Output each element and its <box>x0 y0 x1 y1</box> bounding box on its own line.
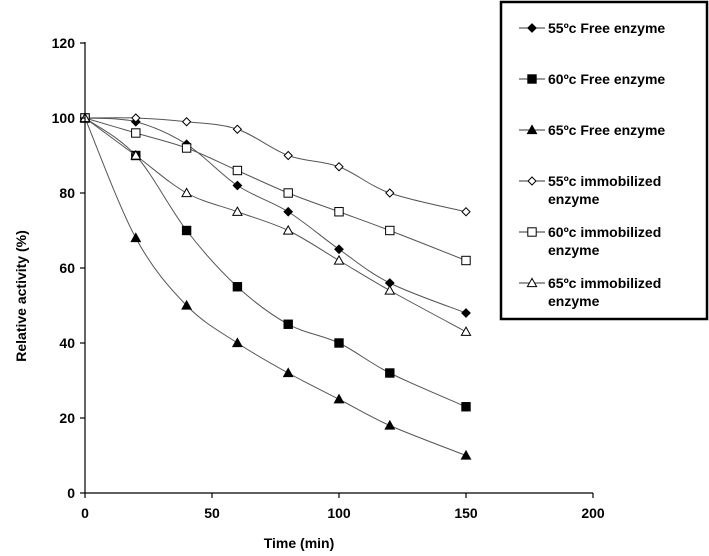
data-point <box>333 254 345 265</box>
data-point <box>461 255 471 266</box>
legend-label: 60ºc immobilized enzyme <box>548 224 661 258</box>
series-line <box>84 117 467 456</box>
legend-entry: 55ºc immobilized enzyme <box>519 173 661 207</box>
data-point <box>232 124 243 134</box>
data-point <box>181 225 192 236</box>
data-point <box>181 117 192 127</box>
legend-marker <box>527 227 537 237</box>
legend-label-line: 60ºc immobilized <box>548 224 661 240</box>
data-point <box>231 337 243 348</box>
plot-area <box>79 112 472 460</box>
y-tick-label: 100 <box>52 110 76 126</box>
data-point <box>283 150 293 161</box>
x-axis-label: Time (min) <box>264 535 335 551</box>
legend-entry: 65ºc immobilized enzyme <box>519 275 661 309</box>
data-point <box>181 187 193 198</box>
legend-label-line: 55ºc immobilized <box>548 173 661 189</box>
legend-label: 65ºc immobilized enzyme <box>548 275 661 309</box>
data-point <box>460 326 472 336</box>
x-tick-label: 150 <box>454 505 478 521</box>
data-point <box>384 284 396 295</box>
data-point <box>131 113 141 123</box>
legend-marker <box>526 277 538 288</box>
axes: 0 20 40 60 80 100 120 0 50 100 150 200 <box>52 35 605 521</box>
data-point <box>232 282 243 292</box>
series-line <box>84 117 467 314</box>
legend-label-line: enzyme <box>548 242 600 258</box>
data-point <box>334 207 344 217</box>
legend-marker <box>527 176 537 186</box>
data-point <box>232 180 243 191</box>
data-point <box>231 206 243 216</box>
y-tick-label: 40 <box>59 335 75 351</box>
legend: 55ºc Free enzyme 60ºc Free enzyme 65ºc Fre… <box>499 0 709 321</box>
series-line <box>84 117 467 213</box>
data-point <box>181 143 192 153</box>
data-point <box>130 232 142 243</box>
legend-label-line: enzyme <box>548 191 600 207</box>
series-1 <box>80 113 471 318</box>
data-point <box>385 188 395 198</box>
legend-marker <box>527 74 537 84</box>
series-line <box>84 117 467 408</box>
y-tick-label: 0 <box>67 485 75 501</box>
data-point <box>283 319 293 329</box>
y-tick-label: 20 <box>59 410 75 426</box>
legend-entry: 60ºc Free enzyme <box>519 71 665 87</box>
data-point <box>385 368 395 378</box>
legend-label-line: 65ºc immobilized <box>548 275 661 291</box>
x-tick-label: 50 <box>204 505 220 521</box>
data-point <box>282 224 294 235</box>
data-point <box>334 244 344 255</box>
data-point <box>461 308 471 318</box>
data-point <box>283 206 294 217</box>
legend-label-line: enzyme <box>548 293 600 309</box>
series-line <box>84 117 467 261</box>
y-axis-label: Relative activity (%) <box>13 230 29 362</box>
y-tick-label: 120 <box>52 35 76 51</box>
legend-label: 60ºc Free enzyme <box>548 71 665 87</box>
data-point <box>460 449 472 460</box>
legend-entry: 55ºc Free enzyme <box>519 20 665 36</box>
data-point <box>130 149 142 160</box>
data-point <box>334 338 344 348</box>
data-point <box>131 128 141 138</box>
data-point <box>461 207 471 217</box>
data-point <box>333 393 345 404</box>
legend-entry: 60ºc immobilized enzyme <box>519 224 661 258</box>
legend-label: 65ºc Free enzyme <box>548 122 665 138</box>
x-tick-label: 200 <box>581 505 605 521</box>
legend-box <box>499 0 709 321</box>
data-point <box>181 299 193 310</box>
series-3 <box>79 112 472 460</box>
legend-marker <box>526 124 538 135</box>
legend-marker <box>527 23 537 33</box>
series-6 <box>79 112 472 336</box>
y-tick-label: 60 <box>59 260 75 276</box>
legend-label: 55ºc immobilized enzyme <box>548 173 661 207</box>
series-line <box>84 117 467 333</box>
data-point <box>283 188 293 198</box>
data-point <box>334 162 344 172</box>
data-point <box>461 402 471 412</box>
x-tick-label: 0 <box>81 505 89 521</box>
x-tick-label: 100 <box>327 505 351 521</box>
legend-label: 55ºc Free enzyme <box>548 20 665 36</box>
data-point <box>384 419 396 430</box>
data-point <box>282 367 294 378</box>
data-point <box>385 225 395 236</box>
y-tick-label: 80 <box>59 185 75 201</box>
data-point <box>232 165 243 176</box>
legend-entry: 65ºc Free enzyme <box>519 122 665 138</box>
